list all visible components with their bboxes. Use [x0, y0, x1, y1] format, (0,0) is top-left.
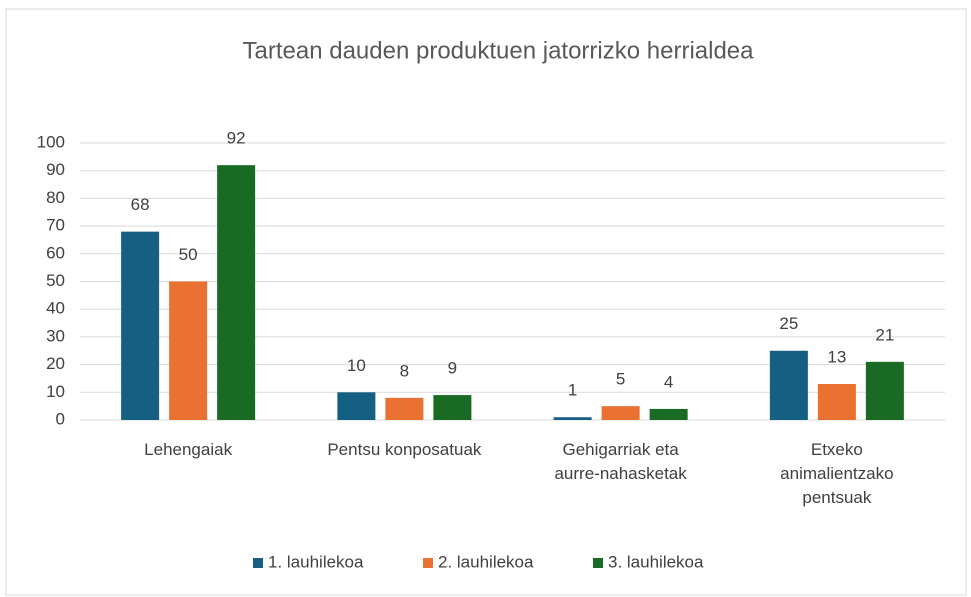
bar — [817, 383, 856, 420]
y-tick-label: 70 — [46, 216, 65, 235]
bar — [337, 392, 376, 420]
data-label: 10 — [347, 356, 366, 375]
legend-swatch — [423, 558, 433, 568]
x-tick-label: Etxeko animalientzako pentsuak — [780, 440, 894, 507]
y-tick-label: 90 — [46, 160, 65, 179]
data-label: 5 — [616, 370, 625, 389]
data-label: 50 — [179, 245, 198, 264]
data-label: 8 — [400, 361, 409, 380]
data-label: 92 — [227, 129, 246, 148]
y-tick-label: 50 — [46, 271, 65, 290]
y-tick-label: 60 — [46, 243, 65, 262]
data-label: 1 — [568, 381, 577, 400]
legend-label: 2. lauhilekoa — [438, 552, 534, 571]
chart-border — [5, 8, 967, 596]
y-tick-label: 40 — [46, 299, 65, 318]
x-tick-label: Gehigarriak eta aurre-nahasketak — [554, 440, 687, 483]
bar — [649, 408, 688, 420]
bar — [433, 395, 472, 420]
bar — [385, 397, 424, 420]
data-label: 21 — [875, 325, 894, 344]
bar — [769, 350, 808, 420]
bar — [121, 231, 160, 420]
data-label: 13 — [827, 347, 846, 366]
bar — [169, 281, 208, 420]
bar — [601, 406, 640, 420]
data-label: 68 — [131, 195, 150, 214]
chart-title: Tartean dauden produktuen jatorrizko her… — [243, 37, 755, 64]
data-label: 4 — [664, 372, 673, 391]
y-tick-label: 10 — [46, 382, 65, 401]
bar — [865, 361, 904, 420]
y-tick-label: 20 — [46, 354, 65, 373]
y-tick-label: 30 — [46, 326, 65, 345]
bar — [217, 165, 256, 420]
y-tick-label: 80 — [46, 188, 65, 207]
legend-label: 1. lauhilekoa — [268, 552, 364, 571]
legend-swatch — [593, 558, 603, 568]
x-tick-label: Pentsu konposatuak — [327, 440, 482, 459]
y-tick-label: 100 — [37, 132, 65, 151]
data-label: 9 — [448, 359, 457, 378]
bar — [553, 417, 592, 420]
data-label: 25 — [779, 314, 798, 333]
legend-label: 3. lauhilekoa — [608, 552, 704, 571]
y-tick-label: 0 — [56, 409, 65, 428]
legend-swatch — [253, 558, 263, 568]
x-tick-label: Lehengaiak — [144, 440, 233, 459]
